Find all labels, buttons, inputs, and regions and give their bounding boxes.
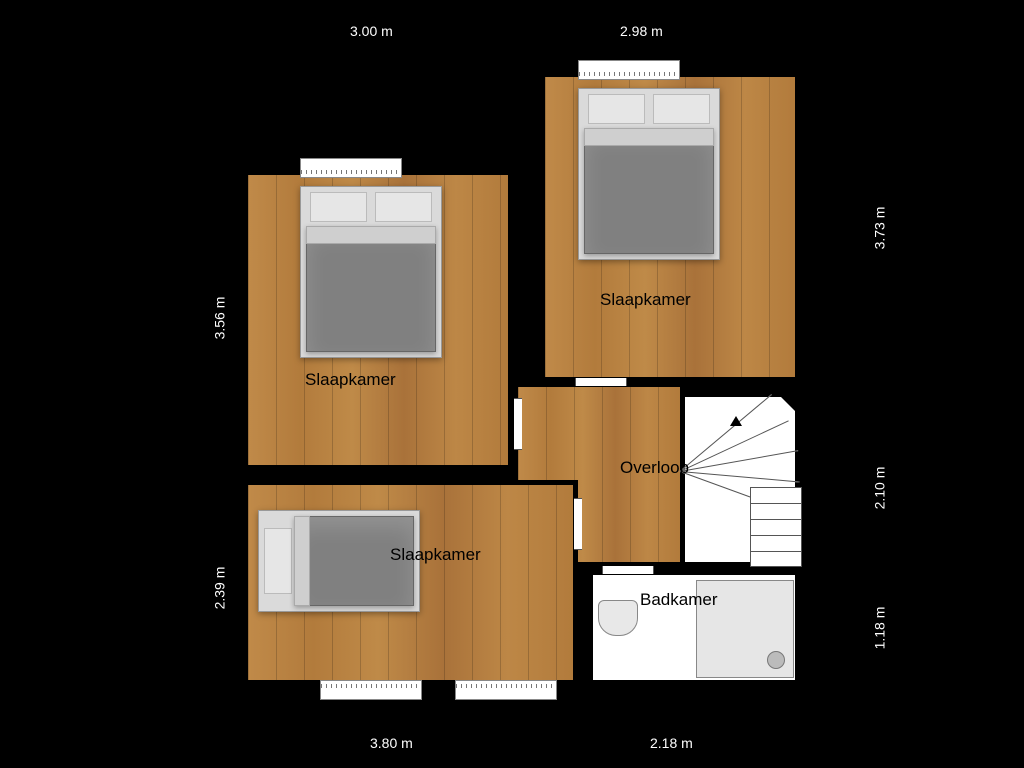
door-gap <box>514 398 522 450</box>
window <box>320 680 422 700</box>
dimension-label: 3.73 m <box>871 207 887 250</box>
room-label: Badkamer <box>640 590 717 610</box>
room-label: Overloop <box>620 458 689 478</box>
window <box>300 158 402 178</box>
bed-double <box>300 186 440 356</box>
bed-double <box>578 88 718 258</box>
dimension-label: 3.00 m <box>350 23 393 39</box>
window <box>578 60 680 80</box>
dimension-label: 2.98 m <box>620 23 663 39</box>
stairs <box>680 392 800 567</box>
window <box>455 680 557 700</box>
dimension-label: 2.39 m <box>211 567 227 610</box>
room-label: Slaapkamer <box>390 545 481 565</box>
floor-plan-stage: Slaapkamer Slaapkamer Slaapkamer Overloo… <box>0 0 1024 768</box>
dimension-label: 2.10 m <box>871 467 887 510</box>
sink <box>598 600 638 636</box>
dimension-label: 2.18 m <box>650 735 693 751</box>
door-gap <box>602 566 654 574</box>
room-label: Slaapkamer <box>600 290 691 310</box>
dimension-label: 3.56 m <box>211 297 227 340</box>
door-gap <box>574 498 582 550</box>
dimension-label: 3.80 m <box>370 735 413 751</box>
room-label: Slaapkamer <box>305 370 396 390</box>
door-gap <box>575 378 627 386</box>
dimension-label: 1.18 m <box>871 607 887 650</box>
